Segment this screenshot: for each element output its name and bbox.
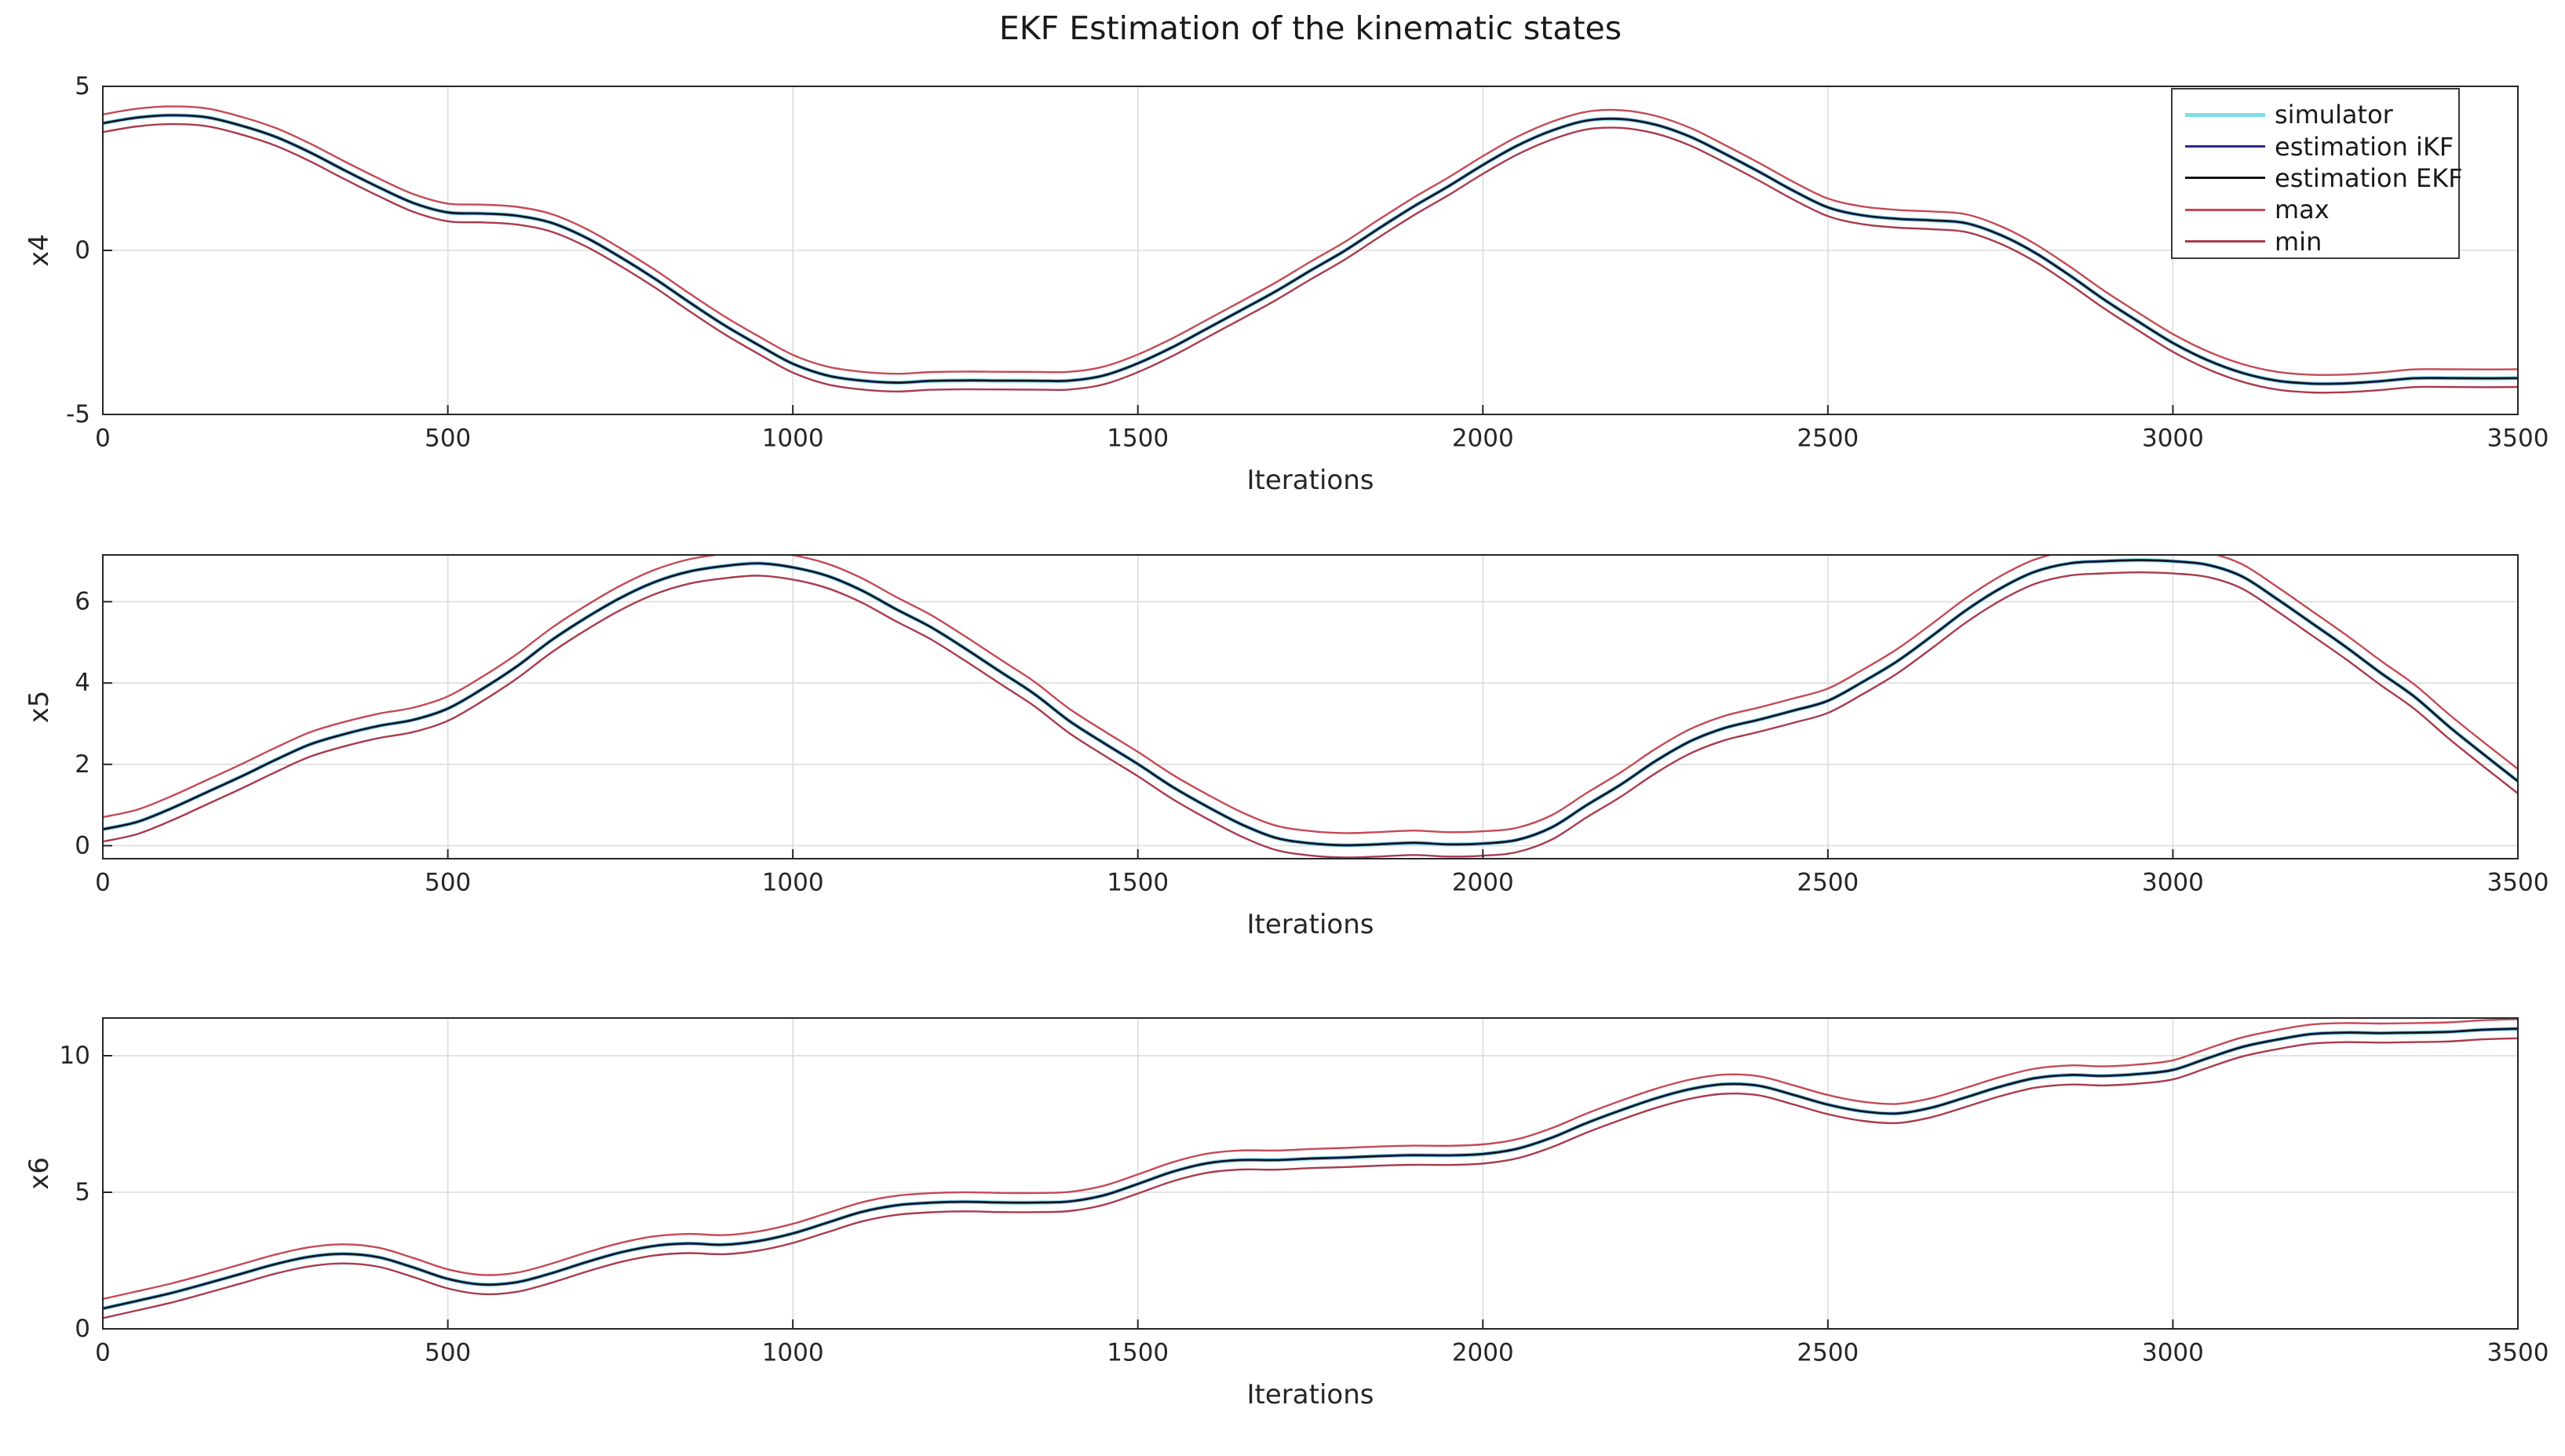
legend-item-label: estimation EKF — [2275, 162, 2463, 193]
curve-min-x6 — [103, 1037, 2518, 1319]
axis-ylabel: x4 — [24, 234, 55, 267]
x-tick-label: 3500 — [2487, 424, 2549, 452]
y-tick-label: -5 — [66, 400, 90, 429]
legend-item-max: max — [2185, 194, 2458, 225]
x-tick-label: 500 — [425, 868, 471, 896]
legend-line-sample-min — [2185, 240, 2265, 243]
y-tick-label: 4 — [75, 669, 90, 697]
legend-item-min: min — [2185, 226, 2458, 257]
y-tick-label: 0 — [75, 831, 90, 859]
subplot-x6: 0 500 1000 1500 2000 2500 3000 3500 0 5 10 Iteratio… — [24, 1017, 2549, 1410]
legend-line-sample-estimation-ekf — [2185, 177, 2265, 180]
curves-group — [103, 105, 2518, 394]
x-tick-label: 500 — [425, 424, 471, 452]
y-tick-label: 5 — [75, 1178, 90, 1206]
x-tick-label: 1000 — [762, 1338, 824, 1367]
legend-item-label: min — [2275, 226, 2322, 257]
legend-line-sample-estimation-ikf — [2185, 145, 2265, 148]
axis-xlabel: Iterations — [1247, 1379, 1374, 1410]
y-tick-label: 10 — [60, 1042, 90, 1070]
x-tick-label: 0 — [95, 868, 111, 896]
legend-item-label: max — [2275, 195, 2330, 225]
x-tick-label: 3500 — [2487, 868, 2549, 896]
x-tick-label: 3000 — [2142, 1338, 2204, 1367]
x-tick-label: 0 — [95, 1338, 111, 1367]
x-tick-label: 2500 — [1797, 424, 1859, 452]
subplot-x5: 0 500 1000 1500 2000 2500 3000 3500 0 2 4 6 Iteratio… — [24, 554, 2549, 940]
curves-group — [103, 1018, 2518, 1319]
curve-estimation-ekf-x4 — [103, 114, 2518, 385]
legend-item-label: simulator — [2275, 100, 2393, 130]
y-tick-label: 6 — [75, 588, 90, 616]
legend-item-label: estimation iKF — [2275, 131, 2454, 162]
legend-line-sample-max — [2185, 208, 2265, 211]
curve-simulator-x5 — [103, 558, 2518, 848]
x-tick-label: 2500 — [1797, 1338, 1859, 1367]
x-tick-label: 1000 — [762, 424, 824, 452]
y-tick-label: 0 — [75, 1315, 90, 1343]
x-tick-label: 0 — [95, 424, 111, 452]
legend-item-estimation-ikf: estimation iKF — [2185, 131, 2458, 162]
legend-item-estimation-ekf: estimation EKF — [2185, 162, 2463, 194]
x-tick-label: 3500 — [2487, 1338, 2549, 1367]
y-tick-label: 5 — [75, 72, 90, 100]
x-tick-label: 3000 — [2142, 424, 2204, 452]
x-tick-label: 1500 — [1107, 868, 1169, 896]
x-tick-label: 2000 — [1452, 868, 1514, 896]
axis-box — [102, 1017, 2519, 1330]
curve-estimation-ikf-x5 — [103, 559, 2518, 847]
x-tick-label: 1500 — [1107, 424, 1169, 452]
x-tick-label: 2500 — [1797, 868, 1859, 896]
x-tick-label: 1500 — [1107, 1338, 1169, 1367]
curve-max-x4 — [103, 105, 2518, 376]
curve-estimation-ikf-x4 — [103, 114, 2518, 385]
curves-group — [103, 555, 2518, 859]
curve-min-x4 — [103, 122, 2518, 394]
curve-estimation-ekf-x5 — [103, 559, 2518, 846]
curve-max-x6 — [103, 1018, 2518, 1301]
curve-max-x5 — [103, 555, 2518, 834]
legend-line-sample-simulator — [2185, 112, 2265, 117]
curve-estimation-ekf-x6 — [103, 1027, 2518, 1310]
axis-xlabel: Iterations — [1247, 909, 1374, 940]
subplot-x4: 0 500 1000 1500 2000 2500 3000 3500-505Iteratio… — [24, 72, 2549, 496]
curve-simulator-x4 — [103, 113, 2518, 386]
y-tick-label: 0 — [75, 236, 90, 265]
y-tick-label: 2 — [75, 750, 90, 779]
x-tick-label: 1000 — [762, 868, 824, 896]
x-tick-label: 500 — [425, 1338, 471, 1367]
x-tick-label: 3000 — [2142, 868, 2204, 896]
axis-ylabel: x6 — [24, 1157, 55, 1190]
x-tick-label: 2000 — [1452, 1338, 1514, 1367]
legend-item-simulator: simulator — [2185, 99, 2458, 130]
legend-box: simulator estimation iKF estimation EKF … — [2171, 88, 2463, 259]
x-tick-label: 2000 — [1452, 424, 1514, 452]
axis-ylabel: x5 — [24, 691, 55, 724]
axis-xlabel: Iterations — [1247, 465, 1374, 496]
axis-box — [102, 554, 2519, 859]
curve-min-x5 — [103, 571, 2518, 859]
chart-title: EKF Estimation of the kinematic states — [998, 9, 1622, 47]
